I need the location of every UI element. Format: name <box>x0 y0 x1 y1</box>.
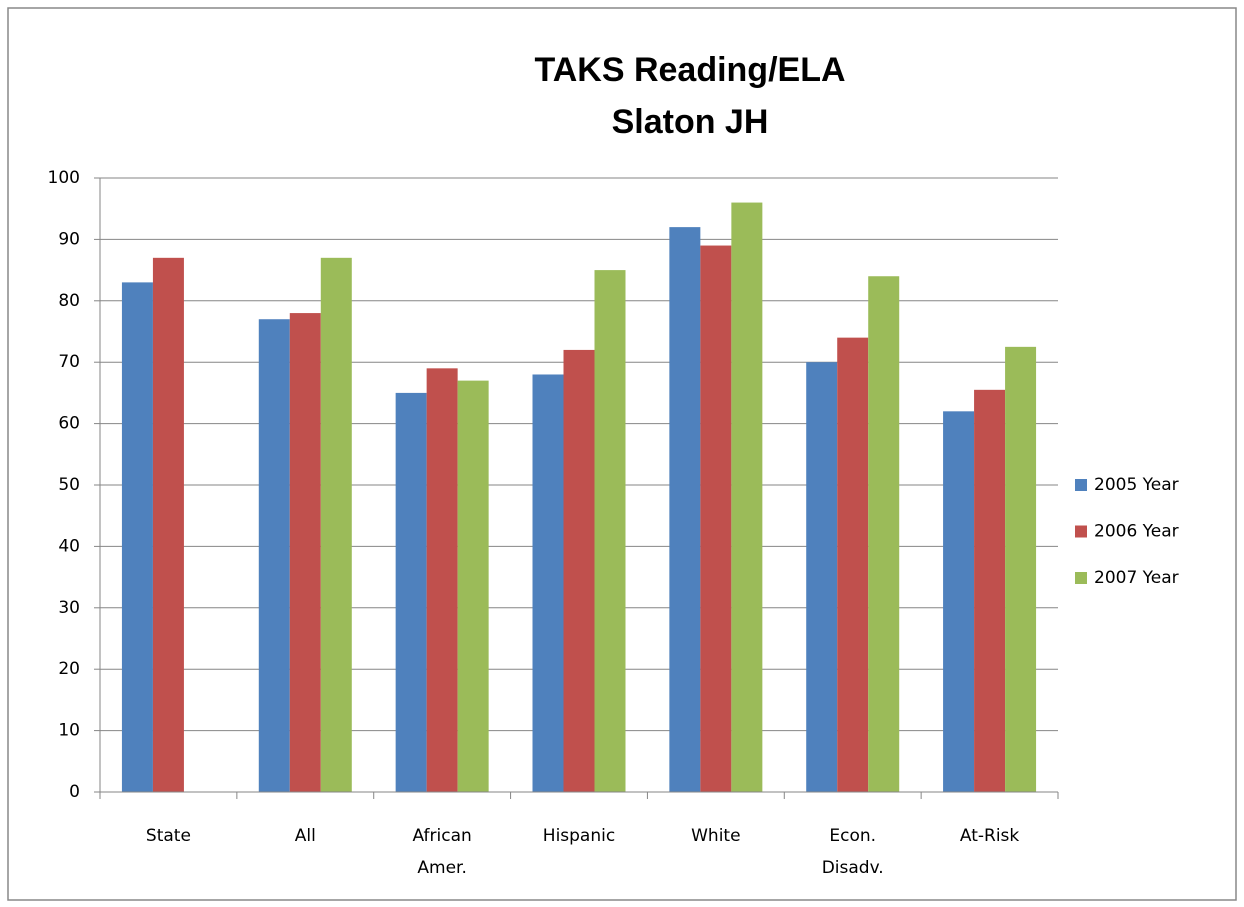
legend-swatch <box>1075 525 1087 538</box>
legend-label: 2005 Year <box>1094 475 1179 495</box>
y-tick-label: 60 <box>58 414 80 434</box>
bar <box>700 245 732 793</box>
bar <box>289 313 321 792</box>
bar <box>974 389 1006 792</box>
y-tick-label: 70 <box>58 352 80 372</box>
bar <box>121 282 153 792</box>
bar <box>258 319 290 792</box>
y-tick-label: 100 <box>48 168 80 188</box>
y-tick-label: 80 <box>58 291 80 311</box>
x-tick-label: White <box>691 826 740 846</box>
chart-title: Slaton JH <box>612 103 769 141</box>
x-tick-label: All <box>295 826 316 846</box>
bar <box>943 411 975 792</box>
legend-swatch <box>1075 572 1087 584</box>
bar <box>152 257 184 792</box>
bar <box>426 368 458 792</box>
y-tick-label: 50 <box>58 475 80 495</box>
x-tick-label: State <box>146 826 191 846</box>
chart-title: TAKS Reading/ELA <box>534 51 845 89</box>
y-tick-label: 0 <box>69 782 80 802</box>
bar <box>731 202 763 792</box>
legend-label: 2006 Year <box>1094 522 1179 542</box>
x-tick-label: At-Risk <box>960 826 1020 846</box>
bar <box>594 270 626 793</box>
bar <box>320 257 352 792</box>
legend-label: 2007 Year <box>1094 568 1179 588</box>
legend-swatch <box>1075 479 1087 491</box>
bar <box>457 380 489 792</box>
bar <box>395 392 427 792</box>
bar <box>806 362 838 792</box>
x-tick-label: Econ. Disadv. <box>822 826 884 878</box>
bar <box>868 276 900 792</box>
y-tick-label: 90 <box>58 229 80 249</box>
y-tick-label: 20 <box>58 659 80 679</box>
bar <box>1005 346 1037 792</box>
y-tick-label: 30 <box>58 598 80 618</box>
x-tick-label: Hispanic <box>543 826 615 846</box>
bar <box>563 349 595 792</box>
bar <box>669 227 701 792</box>
y-tick-label: 40 <box>58 536 80 556</box>
x-tick-label: African Amer. <box>413 826 472 878</box>
y-tick-label: 10 <box>58 721 80 741</box>
bar <box>837 337 869 792</box>
bar <box>532 374 564 792</box>
